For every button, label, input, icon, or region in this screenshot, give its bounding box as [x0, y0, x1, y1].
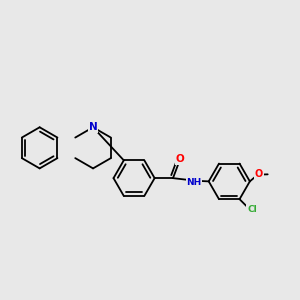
- Text: O: O: [176, 154, 184, 164]
- Text: N: N: [89, 122, 98, 132]
- Text: Cl: Cl: [247, 205, 257, 214]
- Text: NH: NH: [187, 178, 202, 188]
- Text: O: O: [255, 169, 263, 179]
